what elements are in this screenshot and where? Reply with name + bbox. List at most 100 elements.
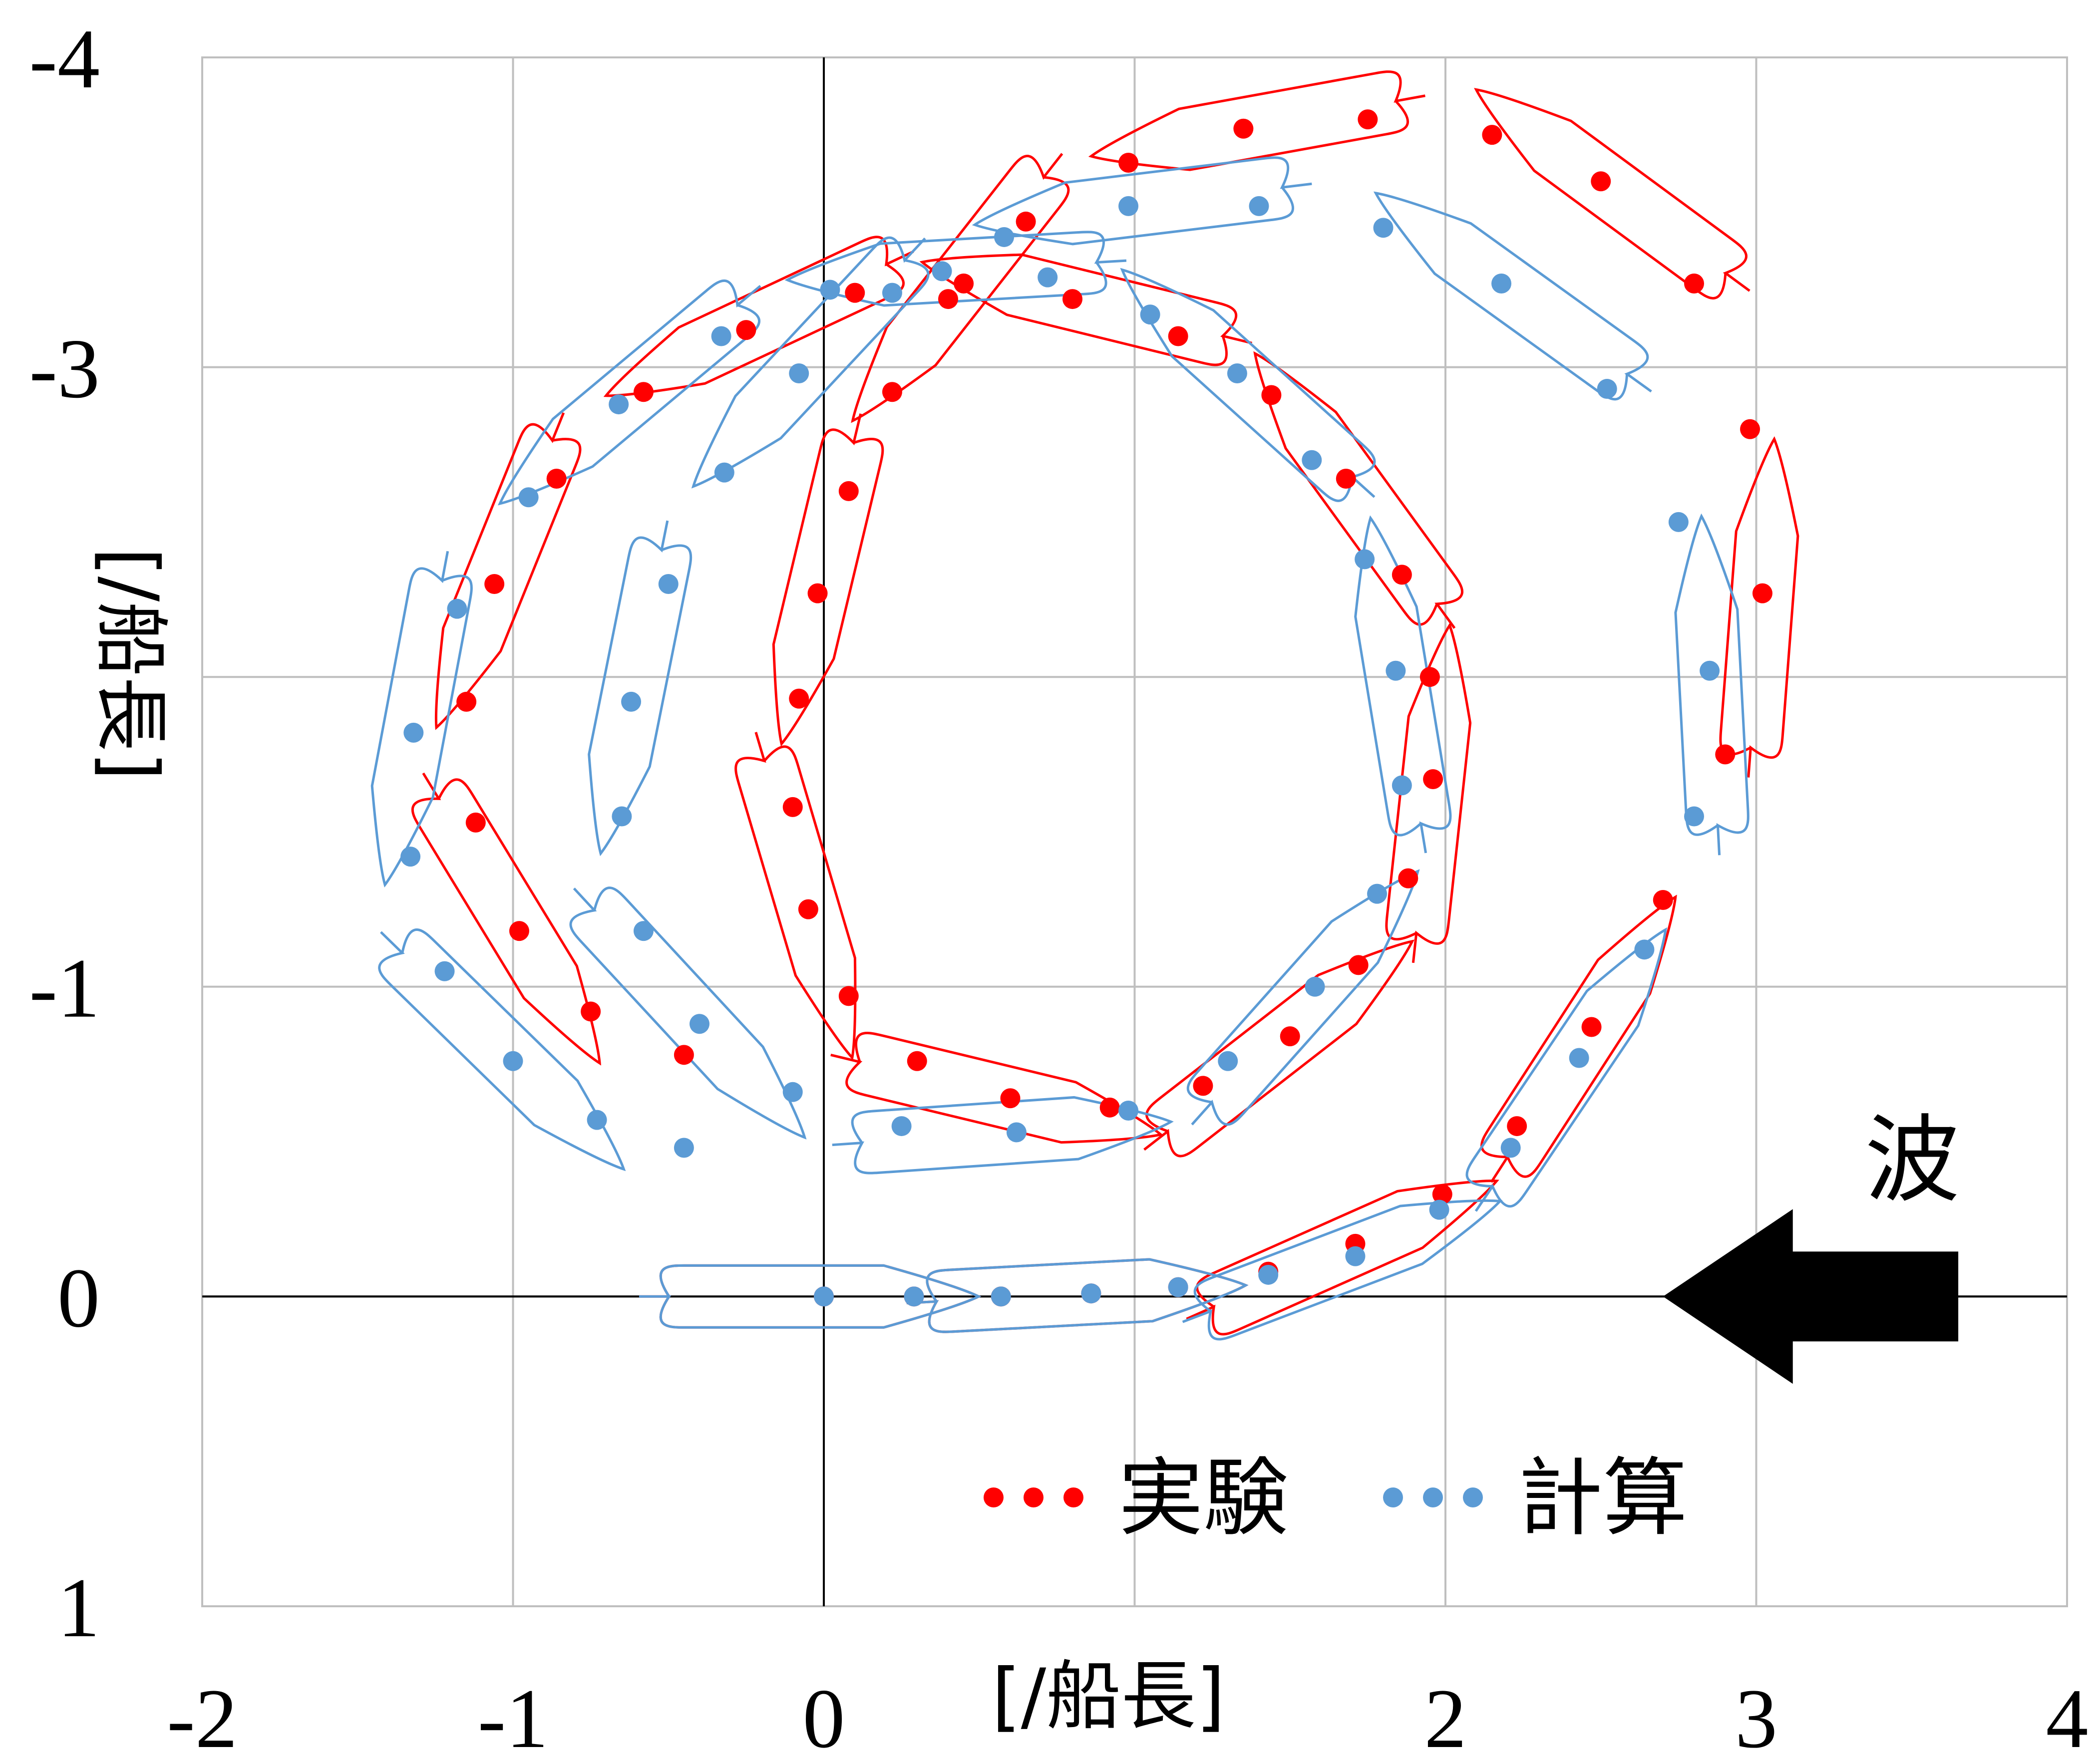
legend-label-calculation: 計算 <box>1518 1449 1688 1548</box>
data-point <box>845 283 865 303</box>
data-point <box>509 921 529 941</box>
y-tick-label: -1 <box>29 941 100 1035</box>
ship-hull-outline <box>434 412 582 730</box>
y-tick-label: 0 <box>57 1251 100 1345</box>
y-axis-title: [/船長] <box>87 547 174 781</box>
data-point <box>1423 769 1443 789</box>
data-point <box>658 574 679 594</box>
legend-marker <box>1463 1487 1483 1507</box>
data-point <box>882 382 902 402</box>
data-point <box>1419 667 1440 687</box>
x-tick-label: -1 <box>478 1672 549 1760</box>
ship-hull-outline <box>772 413 884 747</box>
data-point <box>1581 1017 1602 1037</box>
ship-hull-outline <box>639 1264 982 1329</box>
ship-hull-outline <box>972 156 1312 246</box>
ship-hull-outline <box>1253 351 1463 629</box>
data-point <box>1358 109 1378 130</box>
data-point <box>1118 153 1139 173</box>
data-point <box>1684 806 1704 827</box>
ship-hull-outline <box>411 772 601 1066</box>
data-point <box>609 394 629 415</box>
data-point <box>1081 1283 1101 1304</box>
data-point <box>434 961 455 981</box>
data-point <box>1336 469 1356 489</box>
ship-hull-outline <box>1186 1179 1499 1336</box>
ship-hull-outline <box>1373 191 1652 401</box>
data-point <box>518 487 539 508</box>
data-point <box>882 283 902 303</box>
data-point <box>798 899 818 919</box>
data-point <box>1118 1101 1139 1121</box>
ship-hull-outline <box>378 928 626 1172</box>
x-tick-label: 4 <box>2046 1672 2089 1760</box>
data-point <box>465 812 486 833</box>
series-points <box>400 109 1772 1307</box>
wave-arrow-icon <box>1663 1209 1959 1384</box>
ship-hull-outline <box>851 153 1070 423</box>
data-point <box>789 688 809 709</box>
data-point <box>711 326 731 346</box>
data-point <box>403 722 424 743</box>
data-point <box>1118 196 1139 216</box>
ship-hull-outline <box>906 1258 1249 1333</box>
data-point <box>807 583 828 603</box>
data-point <box>400 847 421 867</box>
ship-hull-outline <box>832 1096 1174 1174</box>
data-point <box>736 320 756 340</box>
data-point <box>1038 267 1058 288</box>
data-point <box>1653 890 1673 910</box>
data-point <box>1591 171 1611 192</box>
data-point <box>1500 1138 1521 1158</box>
data-point <box>1168 1277 1188 1297</box>
wave-label: 波 <box>1865 1105 1960 1215</box>
data-point <box>633 921 654 941</box>
data-point <box>1233 118 1254 139</box>
data-point <box>1386 660 1406 681</box>
data-point <box>1258 1264 1279 1285</box>
data-point <box>1429 1199 1449 1220</box>
ship-hull-outline <box>691 236 930 489</box>
data-point <box>456 691 477 712</box>
data-point <box>621 691 642 712</box>
data-point <box>1302 450 1322 470</box>
legend-item-experiment: 実験 <box>984 1449 1288 1548</box>
y-tick-label: 1 <box>57 1561 100 1655</box>
data-point <box>838 986 859 1006</box>
data-point <box>1715 744 1736 765</box>
series-calculation <box>400 196 1720 1307</box>
ship-hull-outline <box>1674 513 1750 856</box>
wave-annotation: 波 <box>1663 1105 1960 1384</box>
data-point <box>1668 512 1689 532</box>
legend-marker <box>1423 1487 1443 1507</box>
data-point <box>633 382 654 402</box>
data-point <box>1752 583 1772 603</box>
ship-hull-outline <box>1465 927 1668 1212</box>
legend-item-calculation: 計算 <box>1383 1449 1688 1548</box>
ship-hull-outline <box>1143 939 1414 1158</box>
ship-hull-outline <box>569 886 807 1140</box>
ship-hull-outline <box>919 253 1252 366</box>
data-point <box>1491 274 1512 294</box>
data-point <box>1507 1116 1527 1137</box>
data-point <box>447 598 467 619</box>
ship-hull-outline <box>734 732 857 1061</box>
x-tick-label: 2 <box>1424 1672 1467 1760</box>
x-tick-label: 0 <box>803 1672 845 1760</box>
plot-frame <box>201 56 2068 1607</box>
ship-hull-outline <box>830 1031 1164 1144</box>
data-point <box>991 1286 1011 1307</box>
y-tick-label: -3 <box>29 322 100 416</box>
data-point <box>1367 883 1388 904</box>
series-experiment <box>456 109 1772 1307</box>
data-point <box>1193 1076 1213 1096</box>
ship-hull-outline <box>1354 515 1452 854</box>
data-point <box>1345 1246 1366 1266</box>
ship-hull-outlines <box>370 70 1799 1341</box>
ship-hull-outline <box>588 520 693 857</box>
ship-hull-outline <box>1480 894 1677 1183</box>
ship-hull-outline <box>784 231 1127 307</box>
data-point <box>1482 125 1502 145</box>
data-point <box>1062 289 1082 309</box>
